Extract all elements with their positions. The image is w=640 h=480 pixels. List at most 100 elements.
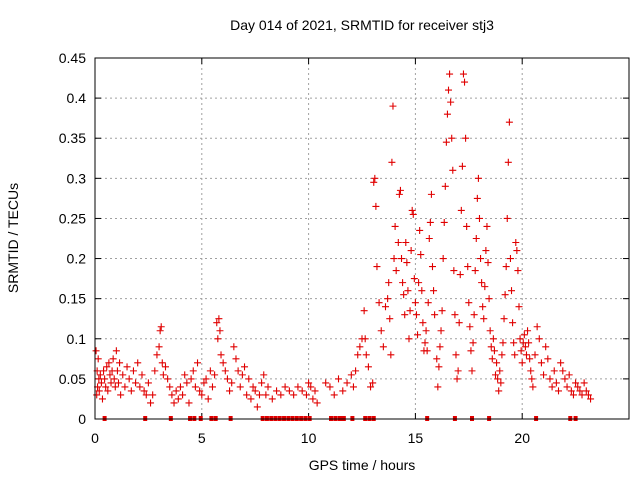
data-point bbox=[172, 387, 180, 395]
data-point bbox=[454, 367, 462, 375]
data-point bbox=[189, 367, 197, 375]
data-point bbox=[404, 287, 412, 295]
data-point bbox=[117, 391, 125, 399]
data-point bbox=[481, 283, 489, 291]
data-point bbox=[499, 339, 507, 347]
data-point bbox=[164, 375, 172, 383]
data-point bbox=[386, 315, 394, 323]
data-point bbox=[535, 335, 543, 343]
data-point bbox=[435, 363, 443, 371]
data-point bbox=[438, 307, 446, 315]
data-point bbox=[447, 98, 455, 106]
data-point bbox=[496, 367, 504, 375]
data-point bbox=[477, 255, 485, 263]
data-point bbox=[515, 303, 523, 311]
y-tick-label: 0.3 bbox=[67, 170, 87, 186]
data-point bbox=[483, 222, 491, 230]
data-point bbox=[198, 391, 206, 399]
data-point bbox=[529, 383, 537, 391]
data-point bbox=[226, 387, 234, 395]
data-point bbox=[125, 375, 133, 383]
data-point bbox=[446, 70, 454, 78]
data-point bbox=[255, 391, 263, 399]
data-point bbox=[510, 339, 518, 347]
data-point bbox=[493, 359, 501, 367]
data-point bbox=[105, 359, 113, 367]
data-point bbox=[561, 375, 569, 383]
data-point bbox=[298, 387, 306, 395]
data-point bbox=[356, 343, 364, 351]
data-point bbox=[464, 263, 472, 271]
data-point bbox=[578, 391, 586, 399]
data-point bbox=[290, 391, 298, 399]
data-point bbox=[260, 371, 268, 379]
data-point bbox=[501, 291, 509, 299]
data-point bbox=[142, 391, 150, 399]
data-point bbox=[513, 247, 521, 255]
data-point bbox=[107, 379, 115, 387]
y-tick-label: 0 bbox=[78, 411, 86, 427]
data-point bbox=[479, 303, 487, 311]
data-point bbox=[213, 319, 221, 327]
data-point bbox=[92, 347, 100, 355]
data-point bbox=[411, 299, 419, 307]
data-point bbox=[185, 399, 193, 407]
data-point bbox=[273, 387, 281, 395]
data-point bbox=[103, 363, 111, 371]
data-point bbox=[132, 379, 140, 387]
data-point bbox=[437, 327, 445, 335]
data-point bbox=[277, 391, 285, 399]
data-point bbox=[455, 319, 463, 327]
data-point bbox=[238, 371, 246, 379]
data-point bbox=[489, 335, 497, 343]
data-point bbox=[204, 395, 212, 403]
data-point bbox=[389, 102, 397, 110]
data-point bbox=[514, 267, 522, 275]
data-point bbox=[155, 343, 163, 351]
data-point bbox=[439, 255, 447, 263]
data-point bbox=[584, 391, 592, 399]
data-point bbox=[540, 371, 548, 379]
data-point bbox=[339, 387, 347, 395]
data-point bbox=[387, 351, 395, 359]
data-point bbox=[512, 239, 520, 247]
x-tick-label: 15 bbox=[408, 430, 424, 446]
x-tick-label: 10 bbox=[301, 430, 317, 446]
x-tick-label: 20 bbox=[514, 430, 530, 446]
data-point bbox=[485, 295, 493, 303]
data-point bbox=[537, 359, 545, 367]
data-point bbox=[445, 86, 453, 94]
y-tick-label: 0.35 bbox=[59, 130, 86, 146]
data-point bbox=[247, 395, 255, 403]
data-point bbox=[416, 226, 424, 234]
data-point bbox=[127, 387, 135, 395]
data-point bbox=[527, 367, 535, 375]
data-point bbox=[436, 343, 444, 351]
data-point bbox=[480, 315, 488, 323]
data-point bbox=[309, 395, 317, 403]
data-point bbox=[502, 263, 510, 271]
data-point bbox=[469, 339, 477, 347]
data-point bbox=[392, 267, 400, 275]
data-point bbox=[208, 383, 216, 391]
data-point bbox=[119, 371, 127, 379]
y-tick-label: 0.15 bbox=[59, 291, 86, 307]
data-point bbox=[285, 387, 293, 395]
data-point bbox=[243, 391, 251, 399]
data-point bbox=[101, 375, 109, 383]
data-point bbox=[369, 379, 377, 387]
data-point bbox=[106, 371, 114, 379]
data-point bbox=[371, 174, 379, 182]
data-point bbox=[428, 263, 436, 271]
data-point bbox=[168, 391, 176, 399]
data-point bbox=[587, 395, 595, 403]
data-point bbox=[557, 359, 565, 367]
data-point bbox=[232, 355, 240, 363]
data-point bbox=[427, 190, 435, 198]
data-point bbox=[360, 307, 368, 315]
data-point bbox=[478, 279, 486, 287]
data-point bbox=[451, 311, 459, 319]
data-point bbox=[490, 347, 498, 355]
data-point bbox=[402, 239, 410, 247]
data-point bbox=[223, 375, 231, 383]
